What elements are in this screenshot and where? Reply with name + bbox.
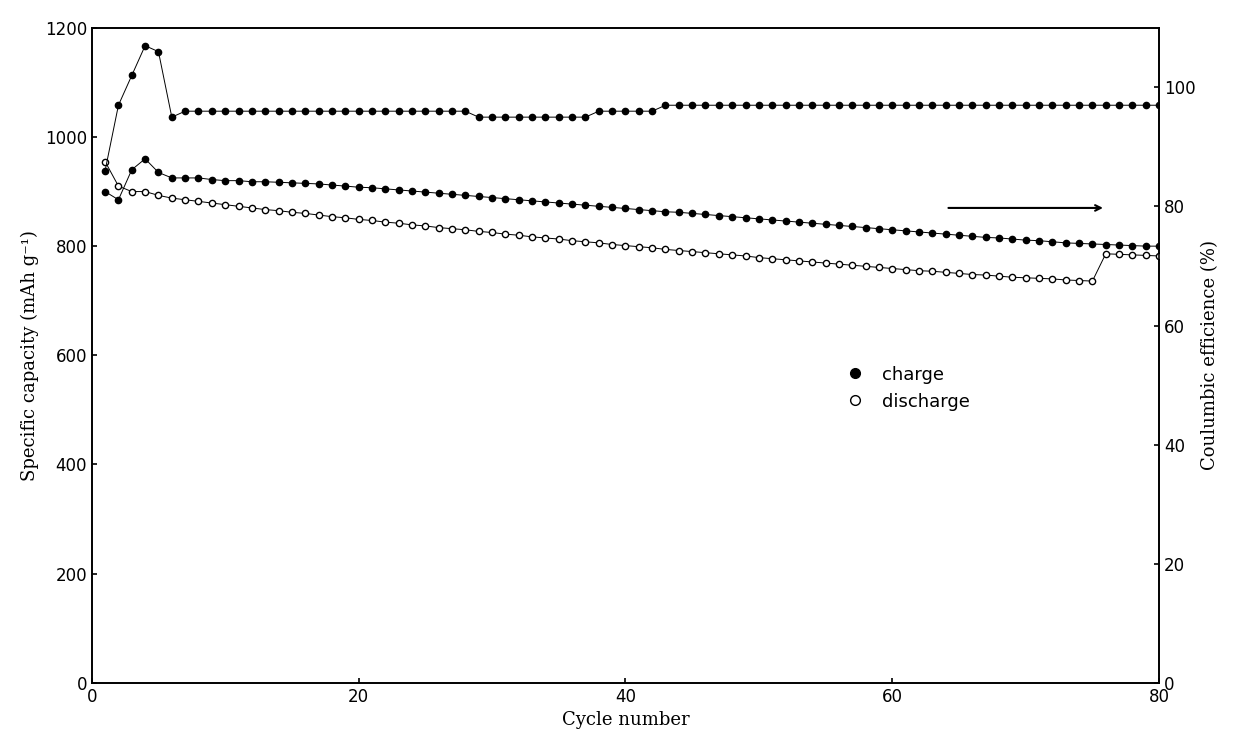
Legend: charge, discharge: charge, discharge [830, 358, 977, 418]
Y-axis label: Specific capacity (mAh g⁻¹): Specific capacity (mAh g⁻¹) [21, 230, 40, 481]
X-axis label: Cycle number: Cycle number [562, 711, 689, 729]
Y-axis label: Coulumbic efficience (%): Coulumbic efficience (%) [1202, 240, 1219, 470]
